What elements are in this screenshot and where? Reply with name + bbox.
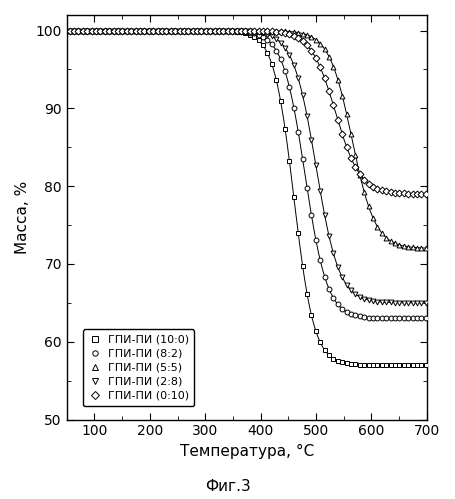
ГПИ-ПИ (8:2) (164, 27, 169, 33)
Line: ГПИ-ПИ (8:2): ГПИ-ПИ (8:2) (67, 28, 428, 321)
ГПИ-ПИ (0:10) (164, 27, 169, 33)
ГПИ-ПИ (10:0) (353, 361, 358, 367)
ГПИ-ПИ (10:0) (423, 362, 429, 368)
Line: ГПИ-ПИ (2:8): ГПИ-ПИ (2:8) (67, 28, 428, 305)
ГПИ-ПИ (10:0) (151, 27, 156, 33)
ГПИ-ПИ (0:10) (344, 144, 349, 150)
ГПИ-ПИ (8:2) (423, 315, 429, 321)
ГПИ-ПИ (2:8) (67, 27, 72, 33)
ГПИ-ПИ (2:8) (344, 282, 349, 288)
ГПИ-ПИ (5:5) (151, 27, 156, 33)
ГПИ-ПИ (10:0) (344, 360, 349, 366)
ГПИ-ПИ (5:5) (164, 27, 169, 33)
Text: Фиг.3: Фиг.3 (205, 479, 250, 494)
ГПИ-ПИ (2:8) (151, 27, 156, 33)
ГПИ-ПИ (10:0) (168, 27, 173, 33)
ГПИ-ПИ (0:10) (168, 27, 173, 33)
ГПИ-ПИ (8:2) (234, 28, 239, 34)
ГПИ-ПИ (5:5) (234, 27, 239, 33)
ГПИ-ПИ (2:8) (164, 27, 169, 33)
ГПИ-ПИ (5:5) (67, 27, 72, 33)
ГПИ-ПИ (2:8) (234, 28, 239, 34)
ГПИ-ПИ (0:10) (234, 27, 239, 33)
ГПИ-ПИ (2:8) (423, 300, 429, 306)
ГПИ-ПИ (8:2) (67, 27, 72, 33)
ГПИ-ПИ (2:8) (168, 27, 173, 33)
ГПИ-ПИ (8:2) (353, 312, 358, 318)
ГПИ-ПИ (8:2) (151, 27, 156, 33)
ГПИ-ПИ (0:10) (67, 27, 72, 33)
ГПИ-ПИ (5:5) (353, 152, 358, 158)
X-axis label: Температура, °C: Температура, °C (180, 444, 314, 459)
Legend: ГПИ-ПИ (10:0), ГПИ-ПИ (8:2), ГПИ-ПИ (5:5), ГПИ-ПИ (2:8), ГПИ-ПИ (0:10): ГПИ-ПИ (10:0), ГПИ-ПИ (8:2), ГПИ-ПИ (5:5… (83, 329, 194, 406)
ГПИ-ПИ (10:0) (67, 27, 72, 33)
Line: ГПИ-ПИ (10:0): ГПИ-ПИ (10:0) (67, 28, 428, 368)
ГПИ-ПИ (0:10) (151, 27, 156, 33)
ГПИ-ПИ (5:5) (423, 245, 429, 251)
ГПИ-ПИ (8:2) (168, 27, 173, 33)
ГПИ-ПИ (0:10) (353, 164, 358, 170)
Line: ГПИ-ПИ (0:10): ГПИ-ПИ (0:10) (67, 28, 428, 196)
ГПИ-ПИ (5:5) (344, 111, 349, 117)
ГПИ-ПИ (10:0) (234, 29, 239, 35)
ГПИ-ПИ (5:5) (168, 27, 173, 33)
Y-axis label: Масса, %: Масса, % (15, 181, 30, 254)
ГПИ-ПИ (0:10) (423, 191, 429, 197)
Line: ГПИ-ПИ (5:5): ГПИ-ПИ (5:5) (67, 28, 428, 250)
ГПИ-ПИ (2:8) (353, 291, 358, 297)
ГПИ-ПИ (8:2) (344, 309, 349, 315)
ГПИ-ПИ (10:0) (164, 27, 169, 33)
